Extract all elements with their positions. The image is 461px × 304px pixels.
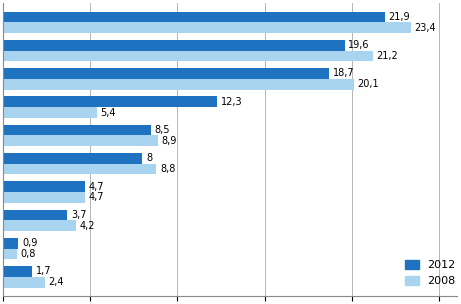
- Bar: [3, 40, 345, 50]
- Text: 20,1: 20,1: [357, 79, 379, 89]
- Text: 5,4: 5,4: [100, 108, 116, 118]
- Text: 12,3: 12,3: [221, 97, 242, 107]
- Bar: [3, 181, 85, 192]
- Bar: [3, 266, 32, 277]
- Text: 4,7: 4,7: [89, 192, 104, 202]
- Text: 8,9: 8,9: [162, 136, 177, 146]
- Text: 3,7: 3,7: [71, 210, 86, 220]
- Bar: [3, 153, 142, 164]
- Bar: [3, 220, 76, 231]
- Bar: [3, 96, 218, 107]
- Bar: [3, 135, 158, 146]
- Text: 8,8: 8,8: [160, 164, 175, 174]
- Text: 4,7: 4,7: [89, 181, 104, 192]
- Bar: [3, 125, 151, 135]
- Bar: [3, 68, 329, 79]
- Bar: [3, 164, 156, 174]
- Text: 19,6: 19,6: [349, 40, 370, 50]
- Text: 18,7: 18,7: [333, 68, 355, 78]
- Text: 8,5: 8,5: [154, 125, 170, 135]
- Bar: [3, 209, 67, 220]
- Bar: [3, 238, 18, 249]
- Text: 4,2: 4,2: [80, 221, 95, 231]
- Bar: [3, 277, 45, 288]
- Bar: [3, 107, 97, 118]
- Bar: [3, 192, 85, 203]
- Legend: 2012, 2008: 2012, 2008: [401, 255, 460, 291]
- Bar: [3, 50, 373, 61]
- Text: 21,2: 21,2: [376, 51, 398, 61]
- Text: 23,4: 23,4: [415, 23, 437, 33]
- Text: 1,7: 1,7: [36, 267, 52, 276]
- Text: 0,8: 0,8: [20, 249, 35, 259]
- Bar: [3, 79, 354, 90]
- Bar: [3, 249, 17, 259]
- Bar: [3, 12, 385, 22]
- Text: 21,9: 21,9: [389, 12, 410, 22]
- Text: 8: 8: [146, 153, 152, 163]
- Text: 0,9: 0,9: [22, 238, 37, 248]
- Bar: [3, 22, 411, 33]
- Text: 2,4: 2,4: [48, 277, 64, 287]
